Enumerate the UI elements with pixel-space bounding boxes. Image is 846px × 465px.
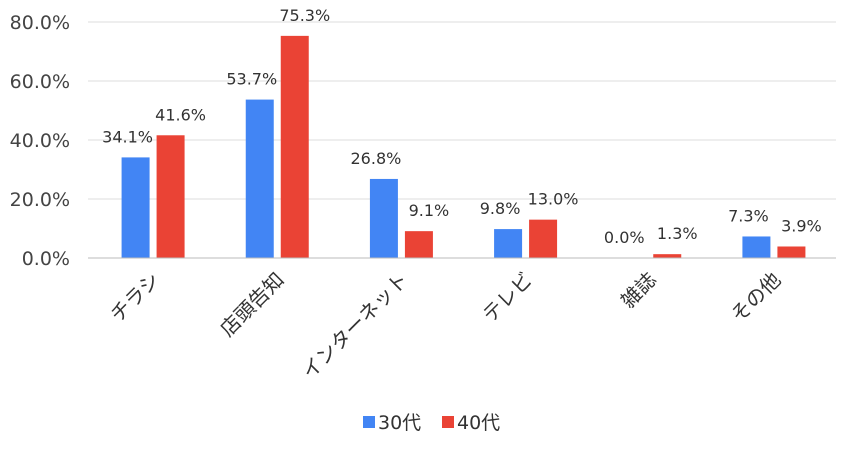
gridlines (88, 21, 836, 200)
data-label: 9.8% (480, 199, 521, 218)
legend-swatch (363, 416, 375, 428)
bar (777, 246, 806, 258)
bar (280, 35, 309, 258)
data-label: 75.3% (279, 6, 330, 25)
y-tick-label: 20.0% (10, 189, 70, 211)
legend-label: 40代 (457, 412, 500, 434)
y-tick-label: 60.0% (10, 71, 70, 93)
y-tick-label: 80.0% (10, 12, 70, 34)
data-label: 26.8% (351, 149, 402, 168)
x-category-label: その他 (726, 268, 785, 327)
x-category-label: 雑誌 (616, 268, 661, 313)
y-axis-tick-labels: 0.0% 20.0% 40.0% 60.0% 80.0% (10, 12, 70, 270)
data-label: 13.0% (528, 190, 579, 209)
data-label: 41.6% (155, 105, 206, 124)
data-label: 1.3% (657, 224, 698, 243)
bar (156, 135, 185, 258)
data-label: 9.1% (409, 201, 450, 220)
y-tick-label: 40.0% (10, 130, 70, 152)
bar (529, 219, 558, 258)
data-label: 7.3% (728, 206, 769, 225)
x-category-label: インターネット (297, 268, 413, 384)
x-axis-category-labels: チラシ 店頭告知 インターネット テレビ 雑誌 その他 (105, 268, 785, 384)
bar (369, 178, 398, 258)
data-label: 34.1% (102, 127, 153, 146)
legend-label: 30代 (378, 412, 421, 434)
data-labels: 34.1%41.6% 53.7% 75.3% 26.8% 9.1% 9.8% 13.0% 0.… (102, 6, 822, 247)
bar (653, 254, 682, 258)
bar (494, 229, 523, 258)
x-category-label: テレビ (478, 268, 537, 327)
bar (404, 231, 433, 258)
bar (742, 236, 771, 258)
legend: 30代 40代 (363, 412, 500, 434)
bar (245, 99, 274, 259)
data-label: 0.0% (604, 228, 645, 247)
y-tick-label: 0.0% (22, 248, 70, 270)
legend-swatch (442, 416, 454, 428)
data-label: 53.7% (226, 70, 277, 89)
x-category-label: チラシ (105, 268, 164, 327)
x-category-label: 店頭告知 (215, 268, 289, 342)
bar (121, 157, 150, 258)
data-label: 3.9% (781, 216, 822, 235)
bars (121, 35, 806, 259)
